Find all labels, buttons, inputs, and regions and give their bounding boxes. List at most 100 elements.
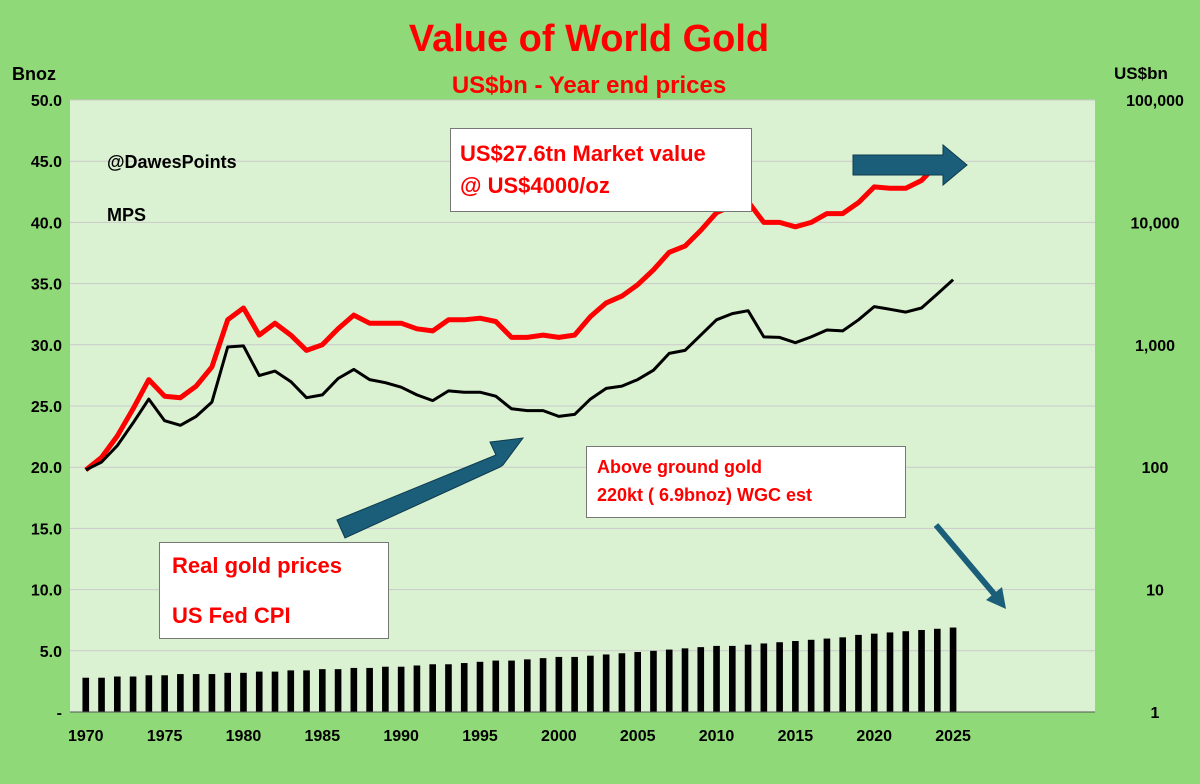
bar	[82, 677, 90, 712]
bar	[397, 666, 405, 712]
bar	[318, 669, 326, 712]
y-right-axis-ticks: 1 10 100 1,000 10,000 100,000	[1126, 93, 1184, 722]
bar	[177, 674, 184, 712]
x-axis-ticks: 1970 1975 1980 1985 1990 1995 2000 2005 2010 2015…	[68, 728, 971, 745]
y-left-tick-label: 45.0	[31, 154, 62, 171]
bar	[918, 629, 925, 712]
bar	[792, 641, 799, 712]
market-value-line	[84, 161, 954, 472]
bar	[224, 672, 232, 712]
bar	[429, 664, 437, 712]
above-ground-line1: Above ground gold	[597, 457, 762, 477]
y-left-tick-label: 15.0	[31, 521, 62, 538]
x-tick-label: 1980	[226, 728, 262, 745]
bar	[855, 634, 862, 712]
bar	[681, 648, 689, 712]
bar	[161, 675, 168, 712]
x-tick-label: 2010	[699, 728, 735, 745]
bar	[366, 667, 373, 712]
y-left-tick-label: 50.0	[31, 93, 62, 110]
y-left-tick-label: 40.0	[31, 215, 62, 232]
chart-subtitle: US$bn - Year end prices	[451, 72, 727, 99]
bar	[508, 660, 515, 712]
bar	[571, 656, 578, 712]
bar	[602, 654, 610, 712]
y-right-label: US$bn	[1114, 64, 1168, 83]
bar	[665, 649, 673, 712]
market-value-line2: @ US$4000/oz	[460, 173, 610, 198]
author-label: MPS	[107, 205, 147, 225]
y-right-tick-label: 100	[1142, 460, 1169, 477]
arrow-right-icon	[852, 143, 968, 187]
bar	[523, 659, 531, 712]
bar	[902, 631, 910, 712]
x-tick-label: 2000	[541, 728, 577, 745]
bar	[807, 639, 815, 712]
bar	[713, 645, 720, 712]
y-left-tick-label: 5.0	[40, 644, 62, 661]
real-prices-callout: Real gold prices US Fed CPI	[159, 542, 389, 639]
bar-series	[82, 627, 957, 712]
bar	[697, 647, 705, 712]
x-tick-label: 2015	[778, 728, 814, 745]
bar	[618, 653, 626, 712]
bar	[949, 627, 957, 712]
bar	[145, 675, 153, 712]
y-right-tick-label: 10,000	[1131, 215, 1180, 232]
bar	[460, 663, 468, 712]
bar	[587, 655, 594, 712]
bar	[823, 638, 831, 712]
bar	[413, 665, 421, 712]
bar	[539, 658, 547, 712]
y-left-tick-label: 30.0	[31, 338, 62, 355]
y-right-tick-label: 10	[1146, 583, 1164, 600]
bar	[271, 671, 279, 712]
y-right-tick-label: 100,000	[1126, 93, 1184, 110]
real-price-line	[85, 278, 955, 472]
bar	[933, 628, 941, 712]
bar	[492, 660, 500, 712]
bar	[476, 661, 484, 712]
bar	[113, 676, 121, 712]
x-tick-label: 1970	[68, 728, 104, 745]
x-tick-label: 1990	[383, 728, 419, 745]
arrow-down-right-icon	[933, 523, 1006, 609]
bar	[334, 669, 342, 712]
y-left-tick-label: 25.0	[31, 399, 62, 416]
gridlines	[70, 99, 1095, 652]
bar	[303, 670, 310, 712]
y-left-label: Bnoz	[12, 64, 56, 84]
x-tick-label: 1975	[147, 728, 183, 745]
bar	[240, 672, 247, 712]
y-left-tick-label: 35.0	[31, 277, 62, 294]
x-tick-label: 2005	[620, 728, 656, 745]
bar	[192, 674, 200, 712]
y-left-tick-label: 10.0	[31, 583, 62, 600]
y-right-tick-label: 1,000	[1135, 338, 1175, 355]
bar	[728, 645, 736, 712]
above-ground-callout: Above ground gold 220kt ( 6.9bnoz) WGC e…	[586, 446, 906, 518]
bar	[776, 642, 783, 712]
bar	[744, 644, 752, 712]
bar	[255, 671, 263, 712]
bar	[886, 632, 894, 712]
above-ground-line2: 220kt ( 6.9bnoz) WGC est	[597, 485, 813, 505]
real-prices-line1: Real gold prices	[172, 553, 342, 578]
bar	[98, 677, 105, 712]
real-prices-line2: US Fed CPI	[172, 603, 291, 628]
bar	[445, 664, 452, 712]
handle-label: @DawesPoints	[107, 152, 237, 172]
bar	[839, 637, 847, 712]
x-tick-label: 2025	[935, 728, 971, 745]
chart-title: Value of World Gold	[408, 18, 770, 60]
y-left-tick-label: 20.0	[31, 460, 62, 477]
market-value-line1: US$27.6tn Market value	[460, 141, 706, 166]
x-tick-label: 1985	[305, 728, 341, 745]
bar	[760, 643, 768, 712]
bar	[555, 656, 563, 712]
market-value-callout: US$27.6tn Market value @ US$4000/oz	[450, 128, 752, 212]
bar	[870, 633, 878, 712]
y-right-tick-label: 1	[1151, 705, 1160, 722]
bar	[287, 670, 295, 712]
